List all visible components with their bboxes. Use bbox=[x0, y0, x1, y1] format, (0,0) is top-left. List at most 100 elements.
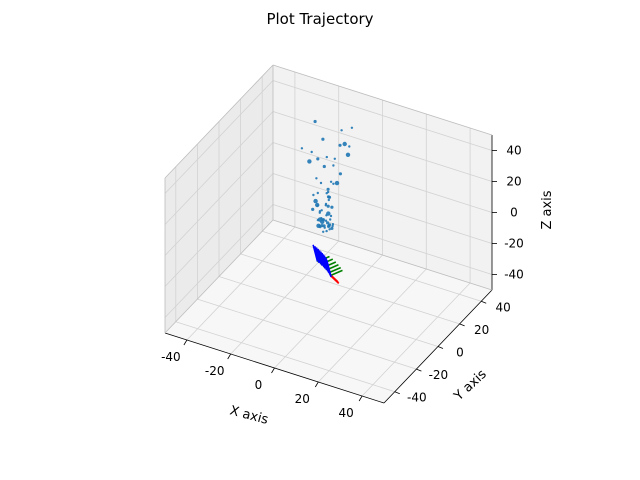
scatter-point bbox=[319, 225, 322, 229]
scatter-point bbox=[332, 164, 335, 167]
scatter-point bbox=[334, 180, 340, 186]
scatter-point bbox=[316, 191, 319, 195]
grid-line-z-backwall bbox=[272, 204, 493, 275]
scatter-point bbox=[326, 221, 330, 225]
x-axis-label: X axis bbox=[228, 403, 270, 428]
scatter-point bbox=[329, 214, 333, 218]
box-edge bbox=[164, 219, 274, 334]
trajectory-poses bbox=[312, 244, 343, 285]
grid-line-z-backwall bbox=[272, 80, 493, 151]
grid-line-y-floor bbox=[197, 298, 417, 370]
x-tick-label: 0 bbox=[255, 378, 263, 392]
scatter-point bbox=[348, 145, 351, 148]
y-tick-label: 20 bbox=[474, 323, 489, 337]
scatter-point bbox=[338, 172, 342, 176]
grid-line-z-wall bbox=[164, 80, 274, 194]
y-tick bbox=[459, 323, 465, 327]
x-tick bbox=[358, 395, 363, 402]
y-tick-label: 0 bbox=[456, 346, 464, 360]
pose-z-axis bbox=[317, 248, 324, 266]
scatter-point bbox=[316, 204, 319, 207]
scatter-point bbox=[325, 192, 328, 195]
scatter-point bbox=[325, 229, 328, 233]
y-tick-label: 40 bbox=[496, 300, 511, 314]
grid-line-z-backwall bbox=[272, 173, 493, 244]
scatter-point bbox=[316, 157, 320, 161]
scatter-point bbox=[326, 195, 331, 199]
z-tick-label: -40 bbox=[504, 268, 524, 282]
x-tick-label: 40 bbox=[338, 406, 353, 420]
scatter-point bbox=[322, 230, 325, 233]
y-axis-label: Y axis bbox=[451, 367, 490, 405]
scatter-points bbox=[300, 119, 354, 233]
scatter-point bbox=[307, 159, 312, 164]
grid-line-z-wall bbox=[164, 173, 274, 287]
box-edge bbox=[164, 64, 274, 179]
pose-y-axis bbox=[330, 269, 343, 277]
x-tick-label: 20 bbox=[295, 392, 310, 406]
scatter-point bbox=[321, 137, 325, 141]
z-axis-label: Z axis bbox=[540, 190, 555, 229]
scatter-point bbox=[322, 164, 326, 169]
scatter-point bbox=[312, 193, 315, 197]
grid-line-z-wall bbox=[164, 204, 274, 318]
pose-z-axis bbox=[321, 252, 328, 271]
x-tick bbox=[183, 339, 188, 346]
scatter-point bbox=[327, 224, 331, 228]
x-tick-label: -40 bbox=[161, 350, 181, 364]
z-tick-label: 20 bbox=[506, 175, 521, 189]
scatter-point bbox=[300, 147, 304, 150]
scatter-point bbox=[324, 204, 327, 207]
scatter-point bbox=[342, 141, 347, 147]
scatter-point bbox=[323, 226, 326, 229]
scatter-point bbox=[317, 217, 323, 222]
x-tick bbox=[271, 367, 275, 374]
grid-lines bbox=[164, 72, 493, 397]
grid-line-y-floor bbox=[262, 230, 482, 302]
scatter-point bbox=[325, 155, 328, 159]
pose-z-axis bbox=[312, 244, 319, 262]
z-tick-label: 40 bbox=[506, 144, 521, 158]
grid-line-y-floor bbox=[240, 253, 460, 325]
pose-y-axis bbox=[328, 266, 342, 274]
pose-z-axis bbox=[319, 251, 326, 269]
chart-title: Plot Trajectory bbox=[266, 10, 373, 28]
z-tick-label: -20 bbox=[504, 237, 524, 251]
y-tick bbox=[394, 391, 400, 395]
x-tick bbox=[314, 381, 319, 388]
y-tick bbox=[437, 346, 444, 349]
x-tick bbox=[227, 353, 232, 360]
scatter-point bbox=[327, 198, 330, 202]
scatter-point bbox=[329, 218, 332, 221]
scatter-point bbox=[331, 223, 335, 226]
box-edge bbox=[272, 219, 493, 291]
scatter-point bbox=[311, 207, 315, 211]
grid-line-z-backwall bbox=[272, 111, 493, 182]
pose-z-axis bbox=[313, 245, 320, 264]
pose-z-axis bbox=[315, 247, 322, 265]
pose-z-axis bbox=[325, 259, 332, 278]
grid-line-z-wall bbox=[164, 111, 274, 225]
scatter-point bbox=[328, 228, 331, 231]
scatter-point bbox=[340, 129, 343, 132]
grid-line-z-backwall bbox=[272, 142, 493, 213]
y-tick bbox=[416, 368, 422, 372]
scatter-point bbox=[315, 177, 318, 180]
scatter-point bbox=[329, 180, 333, 183]
x-tick-label: -20 bbox=[205, 364, 225, 378]
y-tick-label: -40 bbox=[407, 391, 427, 405]
y-tick-label: -20 bbox=[429, 368, 449, 382]
scatter-point bbox=[330, 226, 334, 230]
scatter-point bbox=[332, 182, 335, 185]
box-edge bbox=[272, 64, 493, 136]
axis-panes bbox=[165, 65, 492, 403]
scatter-point bbox=[318, 210, 322, 213]
pose-z-axis bbox=[318, 250, 325, 268]
scatter-point bbox=[345, 152, 351, 157]
scatter-point bbox=[331, 224, 334, 228]
grid-line-z-wall bbox=[164, 142, 274, 256]
scatter-point bbox=[320, 224, 324, 228]
scatter-point bbox=[320, 209, 323, 212]
scatter-point bbox=[313, 119, 317, 124]
